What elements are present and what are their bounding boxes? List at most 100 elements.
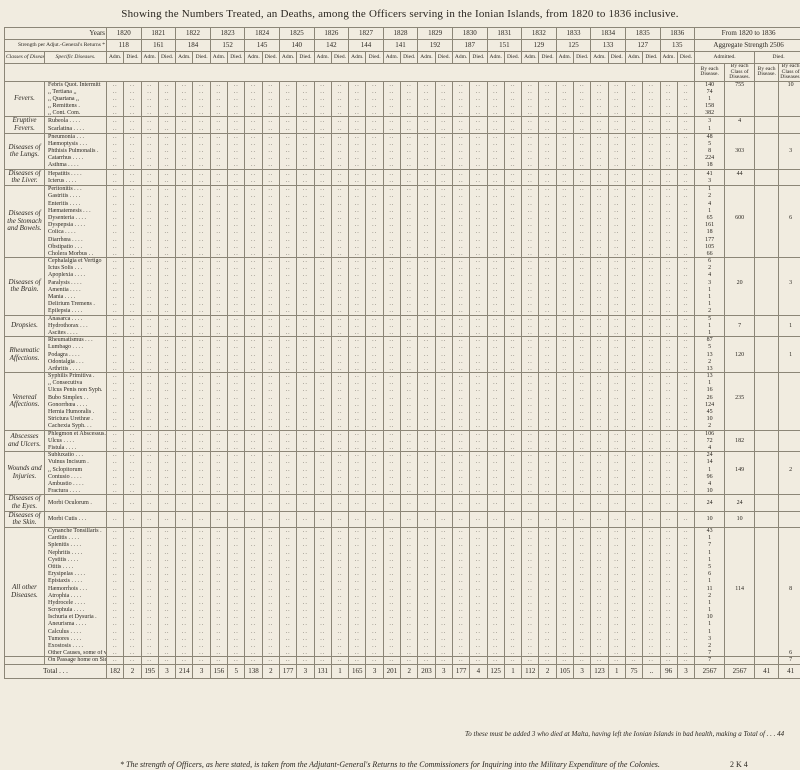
year-value: .. — [624, 125, 644, 134]
year-value: .. — [175, 437, 194, 445]
year-value: .. — [313, 329, 332, 338]
year-value: .. — [209, 154, 229, 163]
admitted-by-disease: 26 — [694, 394, 726, 402]
year-value: .. — [417, 620, 436, 629]
year-value: .. — [486, 140, 505, 148]
year-value: .. — [227, 599, 246, 607]
year-value: .. — [261, 109, 280, 118]
year-value: .. — [382, 415, 402, 423]
year-value: .. — [140, 81, 159, 89]
year-value: .. — [400, 592, 419, 600]
year-value: .. — [365, 125, 384, 134]
year-value: .. — [140, 243, 159, 251]
year-value: .. — [140, 343, 159, 351]
grand-total-died: 41 — [754, 663, 780, 679]
year-value: .. — [503, 549, 523, 557]
year-value: .. — [209, 527, 229, 535]
died-by-class — [778, 177, 800, 187]
year-value: .. — [244, 584, 263, 593]
total-value: 1 — [607, 663, 626, 679]
year-value: .. — [330, 315, 350, 323]
year-value: .. — [140, 606, 159, 614]
year-value: .. — [538, 177, 557, 187]
year-value: .. — [434, 214, 453, 222]
died-by-disease — [754, 556, 780, 564]
by-class-label: By each Class of Diseases. — [778, 63, 800, 82]
year-value: .. — [313, 534, 332, 542]
year-value: .. — [278, 177, 298, 187]
year-value: .. — [313, 192, 332, 200]
year-value: .. — [555, 95, 575, 103]
year-value: .. — [140, 584, 159, 593]
year-value: .. — [365, 271, 384, 280]
year-value: .. — [123, 379, 142, 387]
admitted-by-disease: 2 — [694, 358, 726, 366]
year-value: .. — [157, 116, 177, 126]
year-value: .. — [123, 437, 142, 445]
year-value: .. — [157, 365, 177, 374]
year-value: .. — [105, 185, 125, 193]
year-value: .. — [140, 192, 159, 200]
year-value: .. — [175, 549, 194, 557]
table-row: Diseases of the Eyes. Morbi Oculorum ....… — [4, 494, 800, 512]
year-value: .. — [192, 379, 211, 387]
admitted-by-disease: 1 — [694, 322, 726, 330]
year-value: .. — [400, 415, 419, 423]
year-value: .. — [676, 271, 696, 280]
year-value: .. — [400, 379, 419, 387]
adm-header: Adm. — [486, 51, 505, 64]
year-value: .. — [296, 401, 315, 409]
admitted-by-class — [724, 401, 756, 409]
year-value: .. — [538, 365, 557, 374]
admitted-by-class — [724, 534, 756, 542]
year-value: .. — [365, 628, 384, 636]
died-by-disease — [754, 549, 780, 557]
year-value: .. — [659, 592, 678, 600]
year-value: .. — [521, 444, 540, 453]
year-value: .. — [538, 620, 557, 629]
year-value: .. — [330, 250, 350, 259]
disease-name: Vulnus Incisum . — [44, 458, 107, 466]
year-value: .. — [261, 133, 280, 141]
died-by-class — [778, 487, 800, 496]
year-value: .. — [607, 649, 626, 658]
total-value: 201 — [382, 663, 402, 679]
year-value: .. — [140, 228, 159, 236]
year-value: .. — [348, 116, 367, 126]
year-value: .. — [382, 286, 402, 294]
year-value: .. — [417, 250, 436, 259]
year-value: .. — [105, 570, 125, 578]
year-value: .. — [157, 563, 177, 571]
year-value: .. — [451, 207, 471, 215]
year-value: .. — [192, 358, 211, 366]
year-value: .. — [296, 221, 315, 229]
year-value: .. — [365, 642, 384, 650]
year-value: .. — [105, 336, 125, 344]
disease-name: Strictura Urethræ . — [44, 415, 107, 423]
year-value: .. — [624, 235, 644, 244]
year-value: .. — [313, 451, 332, 459]
admitted-by-disease: 106 — [694, 430, 726, 438]
year-value: .. — [105, 415, 125, 423]
year-value: .. — [261, 81, 280, 89]
died-by-disease — [754, 177, 780, 187]
year-value: .. — [192, 556, 211, 564]
year-header: 1821 — [140, 27, 177, 40]
year-value: .. — [382, 584, 402, 593]
table-row: Nephritis . . . ........................… — [5, 549, 800, 557]
year-value: .. — [417, 415, 436, 423]
year-value: .. — [590, 527, 609, 535]
year-value: .. — [140, 322, 159, 330]
year-value: .. — [573, 133, 592, 141]
year-value: .. — [209, 257, 229, 265]
year-value: .. — [417, 293, 436, 301]
year-value: .. — [555, 109, 575, 118]
admitted-by-class — [724, 386, 756, 395]
year-value: .. — [382, 511, 402, 528]
year-value: .. — [659, 556, 678, 564]
year-value: .. — [469, 635, 488, 643]
year-value: .. — [296, 394, 315, 402]
year-value: .. — [175, 379, 194, 387]
year-value: .. — [140, 214, 159, 222]
year-value: .. — [157, 422, 177, 431]
